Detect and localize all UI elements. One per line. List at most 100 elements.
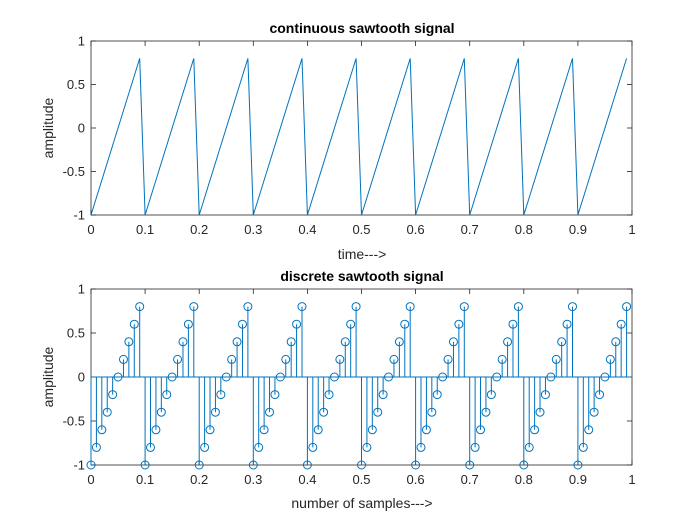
discrete-stem-marker (373, 407, 383, 417)
discrete-stem-marker (313, 425, 323, 435)
continuous-x-tick-label: 1 (628, 222, 635, 237)
discrete-y-tick-label: -0.5 (63, 414, 85, 429)
continuous-y-tick-label: -0.5 (63, 164, 85, 179)
continuous-sawtooth-subplot: continuous sawtooth signal time---> ampl… (40, 20, 636, 262)
continuous-y-tick-label: 0.5 (67, 77, 85, 92)
discrete-stem-marker (151, 425, 161, 435)
discrete-sawtooth-subplot: discrete sawtooth signal number of sampl… (40, 268, 636, 511)
discrete-stem-marker (573, 460, 583, 470)
discrete-stem-marker (492, 372, 502, 382)
discrete-stem-marker (476, 425, 486, 435)
continuous-plot-title: continuous sawtooth signal (269, 20, 454, 36)
discrete-stem-marker (232, 337, 242, 347)
continuous-x-tick-label: 0.4 (298, 222, 316, 237)
discrete-stem-marker (200, 442, 210, 452)
discrete-stem-marker (221, 372, 231, 382)
discrete-stem-marker (297, 302, 307, 312)
discrete-stem-marker (302, 460, 312, 470)
discrete-stem-marker (210, 407, 220, 417)
discrete-x-tick-label: 0 (87, 472, 94, 487)
discrete-stem-marker (129, 319, 139, 329)
discrete-stem-marker (113, 372, 123, 382)
discrete-stem-marker (194, 460, 204, 470)
discrete-stem-marker (167, 372, 177, 382)
discrete-stem-marker (124, 337, 134, 347)
continuous-x-axis-label: time---> (338, 246, 387, 262)
discrete-stem-marker (513, 302, 523, 312)
discrete-stem-marker (616, 319, 626, 329)
discrete-stem-marker (432, 390, 442, 400)
discrete-stem-marker (600, 372, 610, 382)
discrete-stem-marker (578, 442, 588, 452)
continuous-x-tick-label: 0.8 (515, 222, 533, 237)
continuous-x-tick-label: 0.5 (352, 222, 370, 237)
discrete-x-tick-label: 1 (628, 472, 635, 487)
discrete-y-tick-label: 0.5 (67, 326, 85, 341)
discrete-stem-marker (216, 390, 226, 400)
discrete-x-tick-label: 0.5 (352, 472, 370, 487)
continuous-x-tick-label: 0.1 (136, 222, 154, 237)
discrete-x-axis-label: number of samples---> (291, 495, 432, 511)
discrete-stem-marker (400, 319, 410, 329)
discrete-stem-marker (584, 425, 594, 435)
continuous-x-tick-label: 0 (87, 222, 94, 237)
discrete-stem-marker (205, 425, 215, 435)
discrete-stem-marker (438, 372, 448, 382)
discrete-stem-marker (281, 354, 291, 364)
discrete-stem-marker (108, 390, 118, 400)
discrete-stem-marker (605, 354, 615, 364)
discrete-x-tick-label: 0.8 (515, 472, 533, 487)
discrete-x-tick-label: 0.7 (461, 472, 479, 487)
continuous-y-tick-label: 1 (78, 34, 85, 49)
discrete-stem-marker (540, 390, 550, 400)
continuous-x-tick-label: 0.9 (569, 222, 587, 237)
continuous-sawtooth-line (90, 58, 628, 216)
discrete-stem-marker (497, 354, 507, 364)
discrete-stem-marker (546, 372, 556, 382)
discrete-stem-marker (595, 390, 605, 400)
discrete-stem-marker (248, 460, 258, 470)
discrete-stem-marker (486, 390, 496, 400)
discrete-x-tick-label: 0.6 (407, 472, 425, 487)
discrete-stem-marker (270, 390, 280, 400)
discrete-stem-marker (292, 319, 302, 329)
discrete-stem-marker (227, 354, 237, 364)
discrete-stem-marker (411, 460, 421, 470)
discrete-stem-marker (324, 390, 334, 400)
discrete-stem-marker (335, 354, 345, 364)
discrete-stem-marker (530, 425, 540, 435)
discrete-stem-marker (135, 302, 145, 312)
discrete-stem-marker (481, 407, 491, 417)
discrete-x-tick-label: 0.1 (136, 472, 154, 487)
discrete-stem-marker (389, 354, 399, 364)
discrete-stem-marker (357, 460, 366, 470)
discrete-stem-marker (362, 442, 372, 452)
discrete-stem-marker (118, 354, 128, 364)
discrete-x-tick-label: 0.3 (244, 472, 262, 487)
discrete-y-tick-label: 1 (78, 282, 85, 297)
discrete-stem-marker (329, 372, 339, 382)
discrete-stem-marker (97, 425, 107, 435)
discrete-stem-marker (416, 442, 426, 452)
discrete-x-tick-label: 0.4 (298, 472, 316, 487)
discrete-y-tick-label: 0 (78, 370, 85, 385)
discrete-stem-marker (443, 354, 453, 364)
discrete-stem-marker (551, 354, 561, 364)
discrete-x-tick-label: 0.2 (190, 472, 208, 487)
discrete-stem-marker (589, 407, 599, 417)
continuous-x-tick-label: 0.7 (461, 222, 479, 237)
discrete-stem-marker (346, 319, 356, 329)
discrete-stem-marker (173, 354, 183, 364)
discrete-stem-marker (259, 425, 269, 435)
discrete-stem-marker (237, 319, 247, 329)
discrete-y-tick-label: -1 (73, 458, 85, 473)
discrete-stem-marker (243, 302, 253, 312)
discrete-stem-marker (519, 460, 529, 470)
discrete-stem-marker (286, 337, 296, 347)
discrete-stem-marker (567, 302, 577, 312)
continuous-x-tick-label: 0.6 (407, 222, 425, 237)
discrete-stem-marker (622, 302, 632, 312)
discrete-x-tick-label: 0.9 (569, 472, 587, 487)
discrete-stem-marker (275, 372, 285, 382)
